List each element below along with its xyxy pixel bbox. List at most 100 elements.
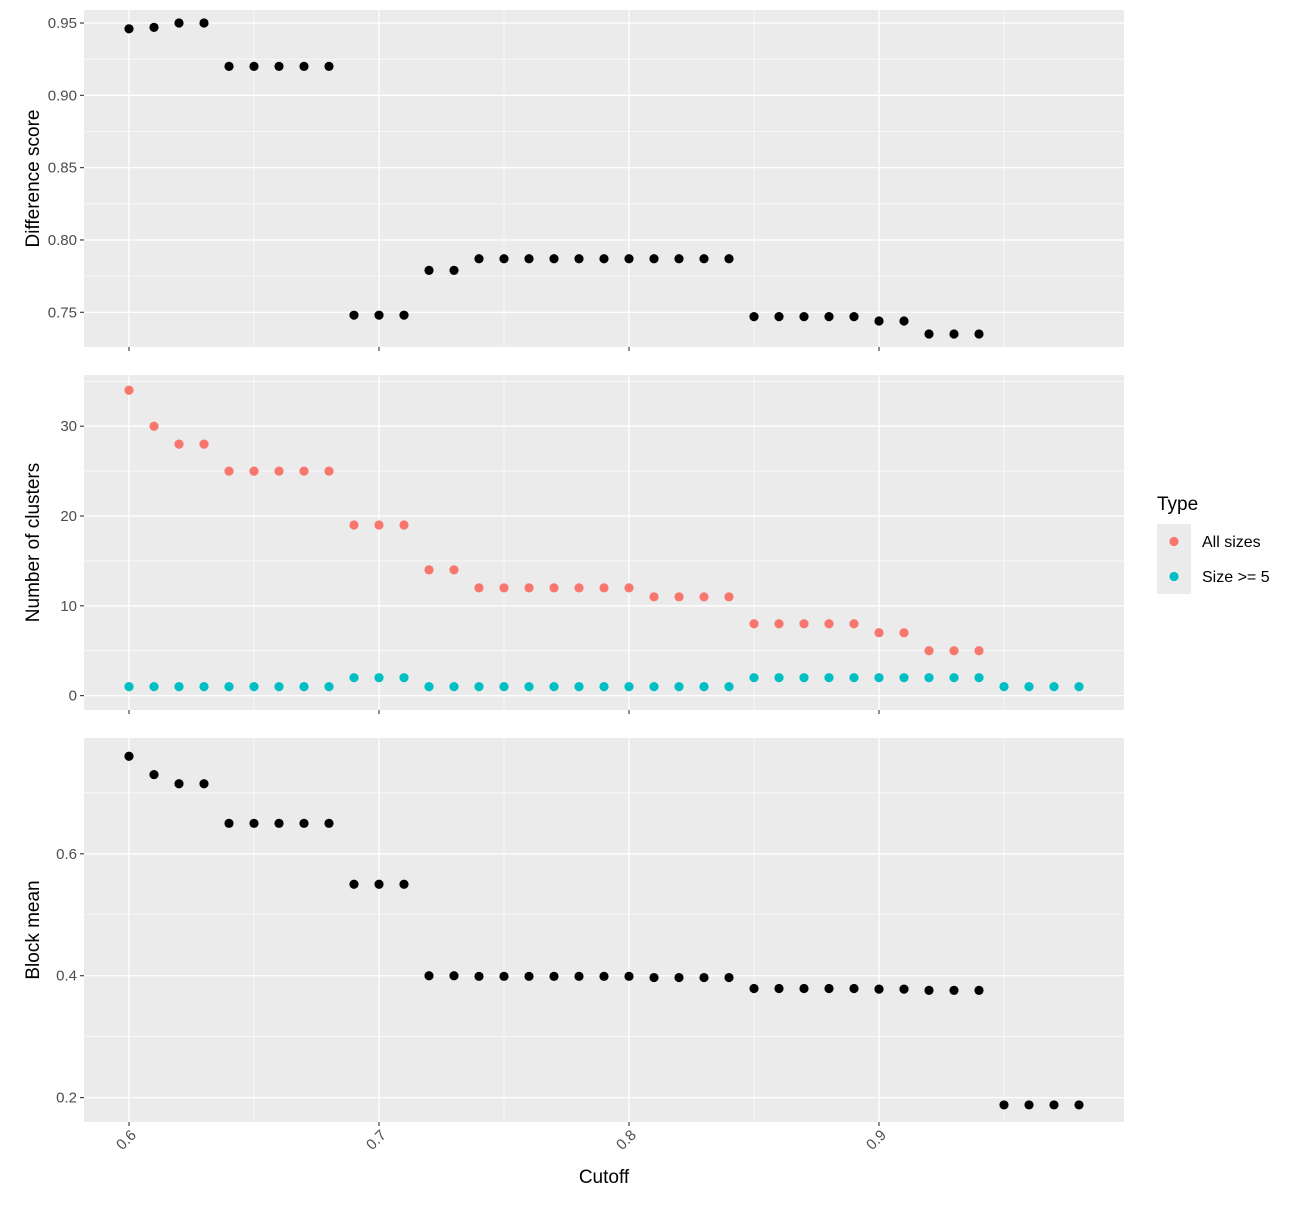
data-point bbox=[924, 985, 934, 995]
y-tick-label: 0.75 bbox=[48, 304, 77, 321]
data-point bbox=[749, 673, 759, 683]
y-tick-label: 0.95 bbox=[48, 15, 77, 32]
data-point bbox=[399, 520, 409, 530]
data-point bbox=[324, 466, 334, 476]
y-tick-label: 10 bbox=[60, 598, 77, 615]
data-point bbox=[374, 520, 384, 530]
data-point bbox=[874, 316, 884, 326]
data-point bbox=[599, 682, 609, 692]
data-point bbox=[849, 312, 859, 322]
data-point bbox=[249, 466, 259, 476]
data-point bbox=[924, 646, 934, 656]
data-point bbox=[574, 254, 584, 264]
data-point bbox=[274, 466, 284, 476]
data-point bbox=[149, 769, 159, 780]
data-point bbox=[324, 61, 334, 72]
series-2 bbox=[124, 673, 1084, 692]
data-point bbox=[1024, 1100, 1034, 1110]
data-point bbox=[149, 421, 159, 431]
data-point bbox=[674, 592, 684, 602]
data-point bbox=[149, 22, 159, 32]
data-point bbox=[124, 24, 134, 34]
data-point bbox=[349, 310, 359, 320]
data-point bbox=[574, 583, 584, 593]
data-point bbox=[624, 971, 634, 981]
legend-label: All sizes bbox=[1202, 534, 1261, 551]
data-point bbox=[424, 265, 434, 275]
data-point bbox=[974, 673, 984, 683]
series-1 bbox=[124, 18, 984, 339]
data-point bbox=[249, 682, 259, 692]
legend-key-point bbox=[1169, 571, 1179, 582]
data-point bbox=[499, 682, 509, 692]
data-point bbox=[674, 682, 684, 692]
data-point bbox=[174, 682, 184, 692]
data-point bbox=[324, 682, 334, 692]
data-point bbox=[849, 983, 859, 994]
legend-title: Type bbox=[1157, 494, 1198, 515]
data-point bbox=[974, 646, 984, 656]
x-tick-label: 0.8 bbox=[613, 1127, 640, 1154]
data-point bbox=[249, 61, 259, 72]
data-point bbox=[824, 312, 834, 322]
data-point bbox=[424, 565, 434, 575]
data-point bbox=[174, 439, 184, 449]
data-point bbox=[999, 682, 1009, 692]
data-point bbox=[849, 673, 859, 683]
data-point bbox=[699, 254, 709, 264]
data-point bbox=[549, 682, 559, 692]
data-point bbox=[199, 18, 209, 28]
data-point bbox=[899, 984, 909, 994]
data-point bbox=[749, 312, 759, 322]
data-point bbox=[524, 583, 534, 593]
data-point bbox=[349, 879, 359, 889]
data-point bbox=[449, 265, 459, 275]
data-point bbox=[574, 971, 584, 981]
data-point bbox=[699, 972, 709, 983]
y-tick-label: 30 bbox=[60, 418, 77, 435]
data-point bbox=[199, 439, 209, 449]
data-point bbox=[524, 682, 534, 692]
data-point bbox=[299, 61, 309, 72]
data-point bbox=[524, 971, 534, 981]
y-axis-title: Block mean bbox=[23, 880, 44, 979]
data-point bbox=[749, 983, 759, 994]
data-point bbox=[774, 312, 784, 322]
panel-background bbox=[84, 10, 1124, 347]
data-point bbox=[649, 682, 659, 692]
data-point bbox=[499, 971, 509, 981]
series-1 bbox=[124, 751, 1084, 1110]
data-point bbox=[649, 592, 659, 602]
data-point bbox=[1074, 682, 1084, 692]
data-point bbox=[899, 628, 909, 638]
data-point bbox=[299, 682, 309, 692]
data-point bbox=[374, 673, 384, 683]
data-point bbox=[374, 310, 384, 320]
data-point bbox=[749, 619, 759, 629]
data-point bbox=[474, 682, 484, 692]
data-point bbox=[699, 592, 709, 602]
data-point bbox=[449, 971, 459, 981]
panel-3: 0.2 0.4 0.6 Block mean bbox=[23, 738, 1124, 1126]
panel-1: 0.75 0.80 0.85 0.90 0.95 Difference score bbox=[23, 10, 1124, 351]
data-point bbox=[874, 673, 884, 683]
data-point bbox=[874, 628, 884, 638]
data-point bbox=[774, 673, 784, 683]
data-point bbox=[474, 971, 484, 981]
data-point bbox=[549, 971, 559, 981]
data-point bbox=[599, 254, 609, 264]
data-point bbox=[549, 254, 559, 264]
data-point bbox=[499, 254, 509, 264]
data-point bbox=[199, 682, 209, 692]
data-point bbox=[974, 329, 984, 339]
data-point bbox=[599, 971, 609, 981]
data-point bbox=[774, 983, 784, 994]
data-point bbox=[424, 682, 434, 692]
data-point bbox=[299, 818, 309, 828]
data-point bbox=[499, 583, 509, 593]
data-point bbox=[724, 254, 734, 264]
data-point bbox=[899, 316, 909, 326]
data-point bbox=[449, 565, 459, 575]
data-point bbox=[124, 751, 134, 761]
panel-background bbox=[84, 375, 1124, 710]
